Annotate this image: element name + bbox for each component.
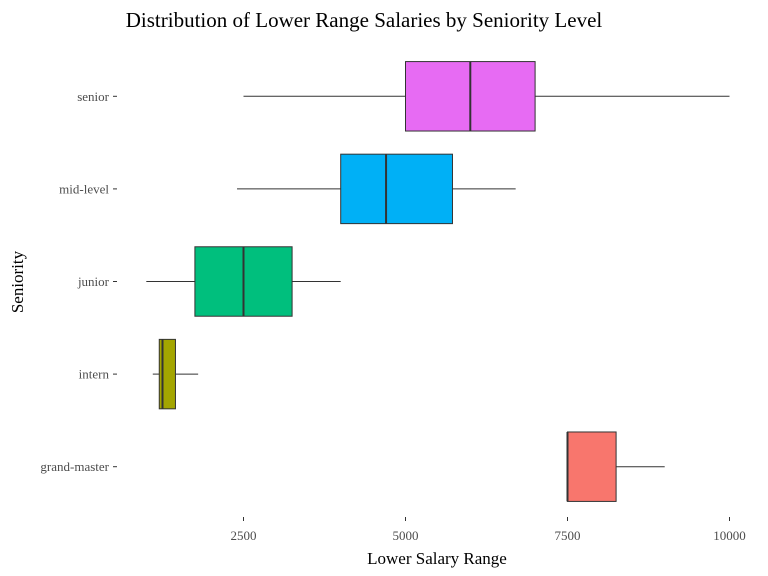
y-tick-label: mid-level [59, 181, 109, 196]
box-iqr [567, 431, 617, 502]
box-grand-master [566, 431, 665, 502]
box-mid-level [237, 153, 516, 225]
y-axis-title: Seniority [8, 250, 27, 313]
plot-area [146, 61, 730, 502]
box-junior [146, 246, 341, 317]
x-tick-label: 2500 [231, 528, 257, 543]
x-axis-title: Lower Salary Range [367, 549, 507, 568]
box-intern [152, 338, 199, 410]
chart-title: Distribution of Lower Range Salaries by … [126, 8, 603, 32]
x-tick-label: 5000 [393, 528, 419, 543]
y-tick-label: intern [79, 367, 110, 382]
y-tick-label: senior [77, 89, 109, 104]
x-tick-label: 7500 [555, 528, 581, 543]
box-senior [243, 61, 730, 132]
y-tick-label: junior [77, 274, 110, 289]
x-axis: 2500 5000 7500 10000 [231, 517, 746, 543]
y-axis: grand-master intern junior mid-level senior [40, 89, 117, 474]
y-tick-label: grand-master [40, 459, 109, 474]
x-tick-label: 10000 [713, 528, 746, 543]
box-iqr [340, 153, 453, 225]
